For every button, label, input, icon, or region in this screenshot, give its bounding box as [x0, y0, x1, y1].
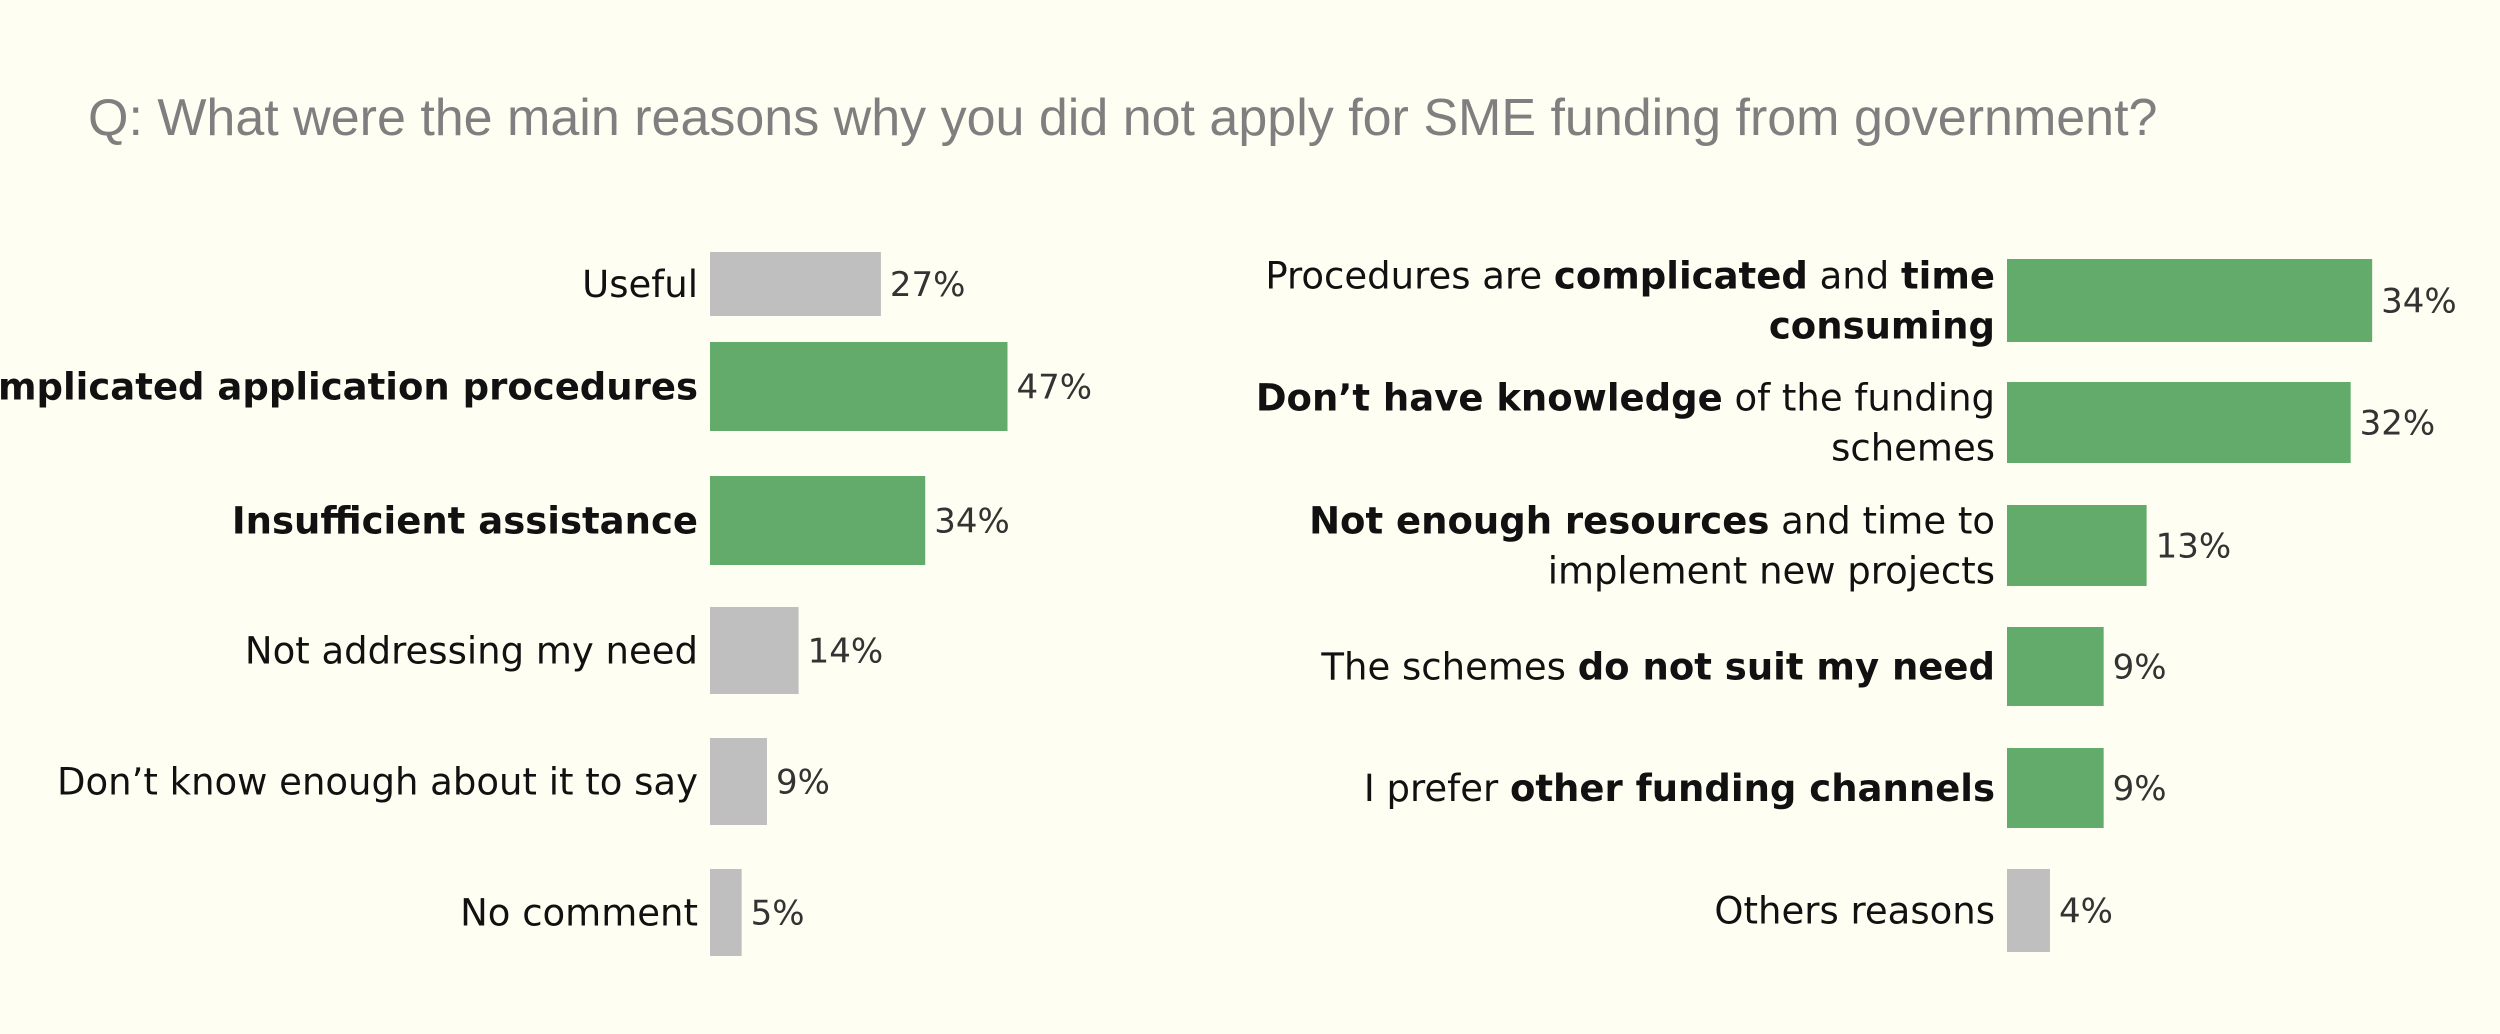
page-title: Q: What were the main reasons why you di… — [88, 89, 2158, 147]
right-bar — [2007, 505, 2147, 586]
category-label-part: implement new projects — [1548, 550, 1995, 593]
left-value-label: 9% — [776, 763, 830, 803]
category-label-part: I prefer — [1364, 767, 1510, 810]
right-category-label: Procedures are complicated and time consu… — [1265, 255, 1995, 348]
left-value-label: 47% — [1017, 368, 1093, 408]
category-label-part: Others reasons — [1714, 890, 1995, 933]
category-label-part: Not enough resources — [1309, 500, 1769, 543]
category-label-part: complicated — [1554, 255, 1808, 298]
left-bar — [710, 607, 799, 694]
right-category-label: Don’t have knowledge of the funding schem… — [1256, 377, 1995, 470]
right-category-label: The schemes do not suit my need — [1320, 646, 1995, 689]
category-label-part: time — [1901, 255, 1995, 298]
left-chart-group: 27% Useful 47% Complicated application proc… — [0, 252, 1092, 956]
category-label-part: other funding channels — [1510, 767, 1995, 810]
category-label-part: do not suit my need — [1578, 646, 1995, 689]
category-label-part: Insufficient assistance — [232, 500, 698, 543]
left-category-label: Insufficient assistance — [232, 500, 698, 543]
right-chart-group: 34% Procedures are complicated and time co… — [1256, 255, 2457, 952]
category-label-part: and — [1808, 255, 1901, 298]
right-value-label: 9% — [2113, 648, 2167, 688]
right-value-label: 4% — [2059, 892, 2113, 932]
right-bar — [2007, 259, 2373, 342]
category-label-part: Not addressing my need — [245, 630, 698, 673]
left-bar — [710, 738, 767, 825]
left-bar — [710, 869, 742, 956]
category-label-part: of the funding — [1723, 377, 1995, 420]
right-value-label: 32% — [2360, 404, 2436, 444]
category-label-part: Don’t know enough about it to say — [57, 761, 698, 804]
category-label-part: Don’t have knowledge — [1256, 377, 1723, 420]
category-label-part: Complicated application procedures — [0, 366, 698, 409]
left-bar — [710, 342, 1008, 431]
right-bar — [2007, 627, 2104, 706]
category-label-part: and time to — [1769, 500, 1995, 543]
left-category-label: No comment — [460, 892, 698, 935]
right-category-label: Not enough resources and time to implemen… — [1309, 500, 1995, 593]
right-value-label: 13% — [2156, 527, 2232, 567]
left-bar — [710, 476, 926, 565]
category-label-part: No comment — [460, 892, 698, 935]
right-bar — [2007, 382, 2351, 463]
left-value-label: 34% — [934, 502, 1010, 542]
category-label-part: The schemes — [1320, 646, 1577, 689]
right-bar — [2007, 748, 2104, 828]
left-bar — [710, 252, 881, 316]
left-value-label: 14% — [808, 632, 884, 672]
category-label-part: schemes — [1831, 427, 1995, 470]
left-value-label: 27% — [890, 265, 966, 305]
right-value-label: 34% — [2381, 282, 2457, 322]
left-category-label: Useful — [582, 263, 698, 306]
category-label-part: Procedures are — [1265, 255, 1554, 298]
right-category-label: Others reasons — [1714, 890, 1995, 933]
category-label-part: Useful — [582, 263, 698, 306]
right-bar — [2007, 869, 2050, 952]
category-label-part: consuming — [1769, 305, 1995, 348]
left-category-label: Not addressing my need — [245, 630, 698, 673]
left-value-label: 5% — [751, 894, 805, 934]
right-category-label: I prefer other funding channels — [1364, 767, 1995, 810]
left-category-label: Don’t know enough about it to say — [57, 761, 698, 804]
right-value-label: 9% — [2113, 769, 2167, 809]
left-category-label: Complicated application procedures — [0, 366, 698, 409]
